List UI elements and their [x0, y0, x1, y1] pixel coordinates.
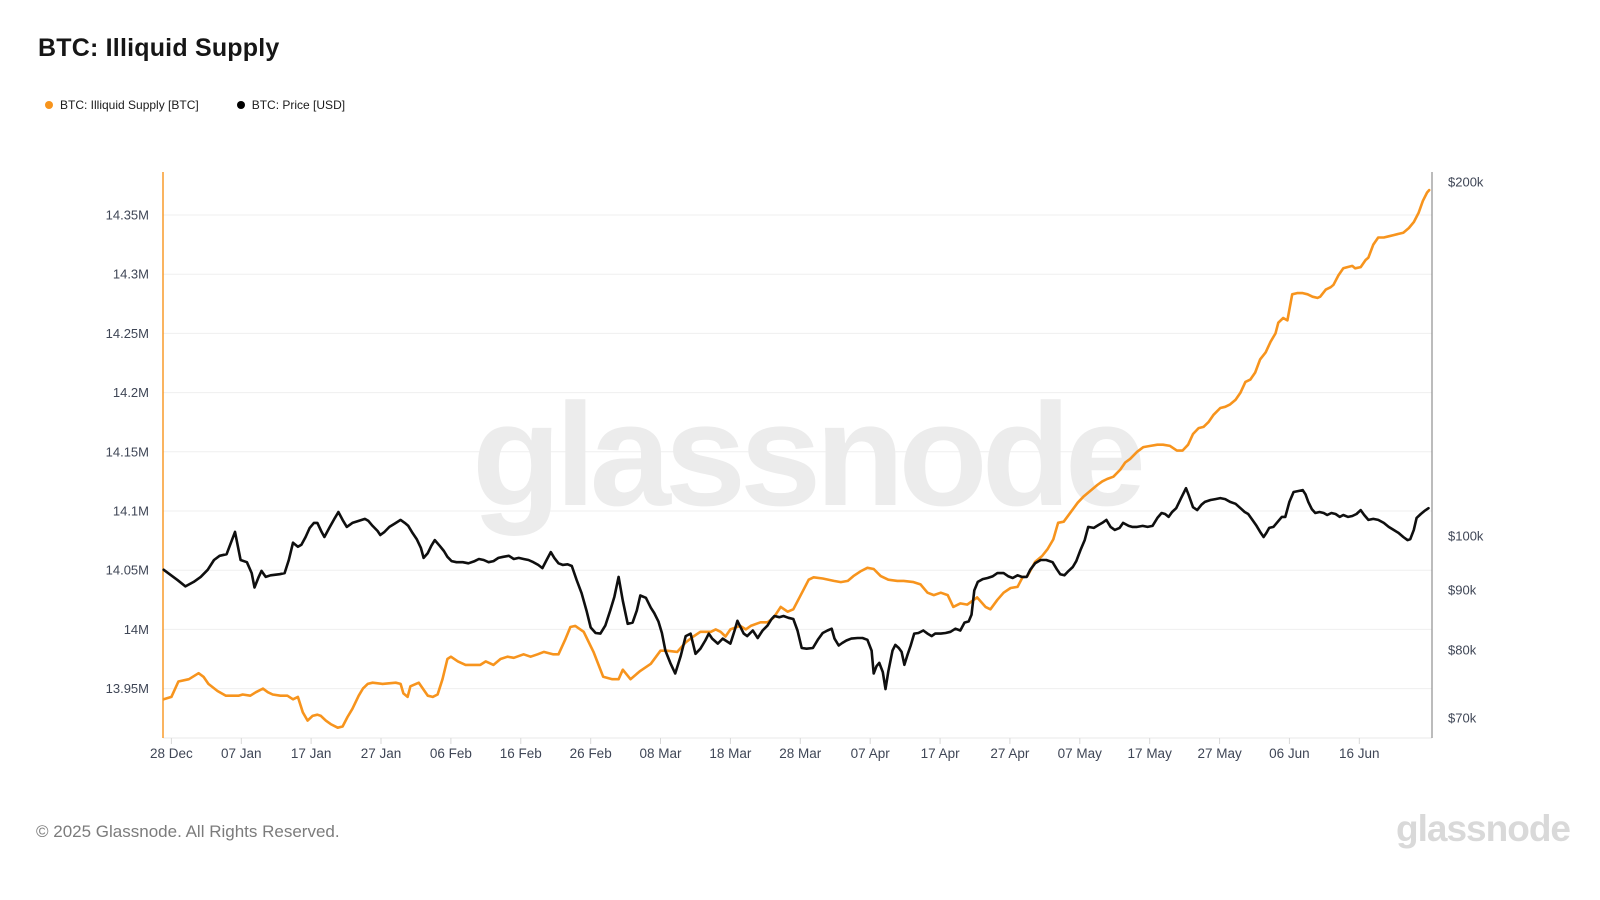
y-left-tick-label: 14.2M [113, 385, 149, 400]
x-tick-label: 27 Jan [361, 746, 402, 761]
y-left-tick-label: 13.95M [106, 681, 149, 696]
x-tick-label: 18 Mar [709, 746, 752, 761]
y-left-tick-label: 14.1M [113, 504, 149, 519]
y-left-tick-label: 14.35M [106, 208, 149, 223]
y-left-tick-label: 14.3M [113, 267, 149, 282]
x-tick-label: 17 May [1128, 746, 1173, 761]
x-tick-label: 27 May [1197, 746, 1242, 761]
chart-canvas[interactable]: 14.35M 14.3M 14.25M 14.2M 14.15M 14.1M 14.05M 1… [0, 0, 1600, 790]
y-left-tick-label: 14M [124, 622, 149, 637]
y-right-tick-label: $200k [1448, 175, 1484, 190]
x-tick-label: 07 May [1058, 746, 1103, 761]
x-tick-label: 06 Feb [430, 746, 472, 761]
y-right-tick-label: $70k [1448, 711, 1477, 726]
glassnode-logo: glassnode [1396, 808, 1571, 849]
x-tick-label: 27 Apr [990, 746, 1030, 761]
x-tick-label: 17 Jan [291, 746, 332, 761]
x-tick-label: 07 Apr [851, 746, 891, 761]
legend-item-illiquid-supply[interactable]: BTC: Illiquid Supply [BTC] [45, 98, 199, 112]
series-line-price [162, 486, 1430, 691]
y-left-tick-label: 14.15M [106, 444, 149, 459]
x-tick-label: 28 Mar [779, 746, 822, 761]
legend: BTC: Illiquid Supply [BTC] BTC: Price [U… [45, 98, 345, 112]
legend-label-price: BTC: Price [USD] [251, 98, 346, 112]
x-tick-label: 06 Jun [1269, 746, 1310, 761]
series-line-illiquid-supply [162, 188, 1431, 729]
legend-label-illiquid-supply: BTC: Illiquid Supply [BTC] [60, 98, 199, 112]
legend-item-price[interactable]: BTC: Price [USD] [236, 98, 346, 112]
x-tick-label: 17 Apr [921, 746, 961, 761]
x-tick-label: 07 Jan [221, 746, 262, 761]
page-title: BTC: Illiquid Supply [38, 34, 280, 62]
y-right-tick-label: $90k [1448, 582, 1477, 597]
x-tick-label: 16 Feb [500, 746, 542, 761]
legend-dot-black-icon [236, 101, 245, 109]
copyright-text: © 2025 Glassnode. All Rights Reserved. [36, 822, 340, 841]
y-right-tick-label: $100k [1448, 529, 1484, 544]
legend-dot-orange-icon [45, 101, 53, 109]
x-tick-label: 26 Feb [570, 746, 612, 761]
y-right-tick-label: $80k [1448, 642, 1477, 657]
glassnode-watermark: glassnode [472, 373, 1142, 536]
x-tick-label: 16 Jun [1339, 746, 1380, 761]
y-left-tick-label: 14.25M [106, 326, 149, 341]
x-tick-label: 28 Dec [150, 746, 193, 761]
x-tick-label: 08 Mar [639, 746, 682, 761]
y-left-tick-label: 14.05M [106, 563, 149, 578]
